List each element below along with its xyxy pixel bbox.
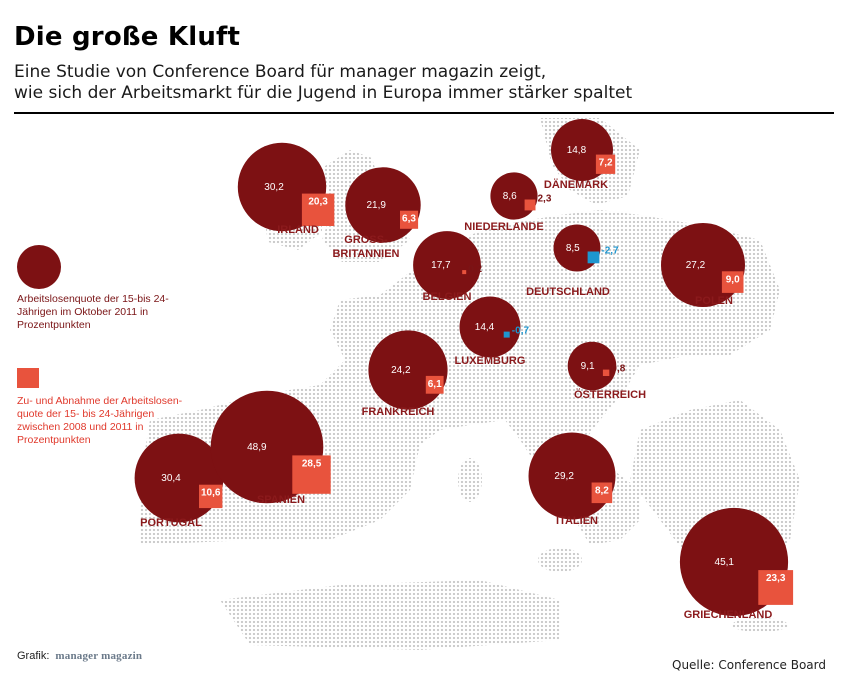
- country-symbol-grossbritannien: 21,9 6,3 GROSS- BRITANNIEN: [332, 167, 421, 260]
- change-label: 10,6: [201, 488, 221, 499]
- chart-title: Die große Kluft: [14, 22, 241, 52]
- change-label: 8,2: [595, 486, 609, 497]
- rate-label: 45,1: [715, 557, 735, 568]
- manager-magazin-logo: manager magazin: [55, 650, 143, 662]
- country-symbol-spanien: 48,9 28,5 SPANIEN: [210, 390, 331, 506]
- country-symbol-luxemburg: 14,4 -0,7 LUXEMBURG: [455, 296, 530, 367]
- country-name: GRIECHENLAND: [684, 609, 773, 621]
- country-name: NIEDERLANDE: [464, 221, 543, 233]
- change-label: 20,3: [308, 197, 328, 208]
- country-symbol-österreich: 9,1 0,8 ÖSTERREICH: [567, 341, 646, 401]
- rate-label: 24,2: [391, 365, 411, 376]
- country-name: FRANKREICH: [362, 406, 435, 418]
- change-label: 7,2: [599, 158, 613, 169]
- country-name: DEUTSCHLAND: [526, 286, 610, 298]
- rate-circle: [459, 296, 521, 358]
- graphic-credit: Grafik: manager magazin: [17, 650, 142, 662]
- country-symbol-niederlande: 8,6 2,3 NIEDERLANDE: [464, 172, 552, 233]
- rate-label: 27,2: [686, 260, 706, 271]
- country-name: SPANIEN: [257, 494, 305, 506]
- change-square: [462, 270, 467, 275]
- country-symbol-deutschland: 8,5 -2,7 DEUTSCHLAND: [526, 224, 619, 298]
- rate-label: 17,7: [431, 260, 451, 271]
- chart-subtitle: Eine Studie von Conference Board für man…: [14, 62, 834, 104]
- change-square: [400, 210, 419, 229]
- rate-label: 14,8: [567, 145, 587, 156]
- country-symbol-irland: 30,2 20,3 IRLAND: [237, 142, 335, 236]
- land-north-africa: [220, 580, 560, 650]
- title-divider: [14, 112, 834, 114]
- source-note: Quelle: Conference Board: [672, 658, 826, 672]
- symbol-layer: 30,2 20,3 IRLAND 21,9 6,3 GROSS- BRITANNIEN 8,6…: [134, 119, 794, 621]
- rate-label: 48,9: [247, 442, 267, 453]
- country-name: PORTUGAL: [140, 517, 202, 529]
- change-label: -2,7: [601, 246, 619, 257]
- country-symbol-belgien: 17,7 0,2 BELGIEN: [413, 231, 483, 303]
- land-sardinia: [458, 458, 482, 502]
- change-square: [587, 251, 600, 264]
- country-name: LUXEMBURG: [455, 355, 526, 367]
- rate-circle: [567, 341, 617, 391]
- change-square: [758, 570, 794, 605]
- country-symbol-griechenland: 45,1 23,3 GRIECHENLAND: [679, 507, 794, 621]
- country-symbol-dänemark: 14,8 7,2 DÄNEMARK: [544, 119, 616, 191]
- credit-label: Grafik:: [17, 650, 50, 662]
- legend-rate-circle: [17, 245, 61, 289]
- change-label: -0,7: [512, 326, 530, 337]
- change-label: 9,0: [726, 274, 740, 285]
- rate-label: 9,1: [581, 361, 595, 372]
- country-name: DÄNEMARK: [544, 178, 608, 191]
- land-crete: [732, 618, 788, 632]
- change-square: [301, 193, 335, 226]
- change-label: 6,3: [402, 214, 416, 225]
- change-square: [292, 455, 331, 494]
- change-label: 23,3: [766, 573, 786, 584]
- change-square: [591, 482, 613, 504]
- legend-change-text: Zu- und Abnahme der Arbeitslosen-quote d…: [17, 395, 183, 446]
- country-symbol-italien: 29,2 8,2 ITALIEN: [528, 432, 616, 527]
- change-square: [595, 154, 616, 174]
- country-name: BELGIEN: [423, 291, 472, 303]
- change-square: [524, 199, 536, 211]
- land-sicily: [538, 548, 582, 572]
- rate-label: 30,4: [161, 473, 181, 484]
- change-square: [721, 271, 744, 293]
- country-name-line2: BRITANNIEN: [332, 248, 399, 260]
- legend-change-square: [17, 368, 39, 388]
- subtitle-line-2: wie sich der Arbeitsmarkt für die Jugend…: [14, 83, 633, 103]
- change-square: [199, 484, 223, 509]
- rate-circle: [413, 231, 481, 299]
- change-square: [602, 369, 610, 376]
- country-symbol-frankreich: 24,2 6,1 FRANKREICH: [362, 330, 448, 418]
- change-label: 28,5: [302, 458, 322, 469]
- change-label: 2,3: [538, 194, 552, 205]
- change-square: [503, 331, 510, 338]
- rate-label: 8,5: [566, 243, 580, 254]
- subtitle-line-1: Eine Studie von Conference Board für man…: [14, 62, 547, 82]
- country-name: ITALIEN: [556, 515, 598, 527]
- change-label: 0,8: [611, 364, 625, 375]
- rate-label: 30,2: [264, 182, 284, 193]
- rate-label: 14,4: [475, 322, 495, 333]
- country-symbol-polen: 27,2 9,0 POLEN: [661, 223, 745, 307]
- country-name: IRLAND: [277, 224, 319, 236]
- change-label: 6,1: [428, 379, 442, 390]
- country-name-line1: GROSS-: [344, 234, 388, 246]
- rate-label: 8,6: [503, 191, 517, 202]
- country-name: POLEN: [695, 295, 733, 307]
- rate-label: 21,9: [366, 200, 386, 211]
- change-label: 0,2: [468, 264, 482, 275]
- change-square: [425, 375, 444, 394]
- legend-rate-text: Arbeitslosenquote der 15-bis 24-Jährigen…: [17, 293, 169, 331]
- country-name: ÖSTERREICH: [574, 388, 646, 401]
- country-symbol-portugal: 30,4 10,6 PORTUGAL: [134, 433, 224, 529]
- rate-label: 29,2: [554, 471, 574, 482]
